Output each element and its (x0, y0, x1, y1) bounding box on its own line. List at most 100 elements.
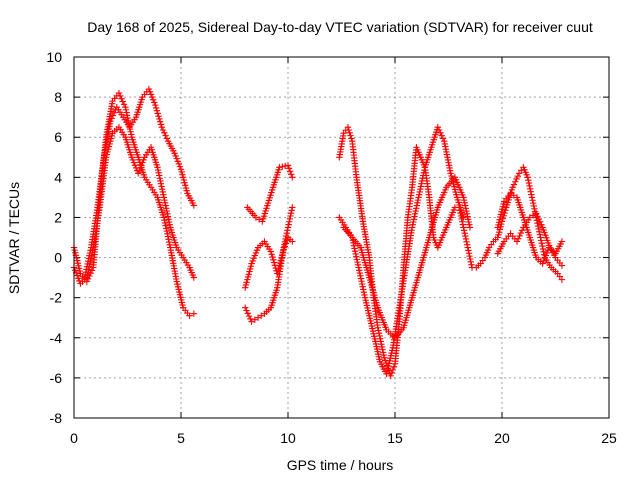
data-point (524, 174, 531, 181)
data-point (285, 221, 292, 228)
data-point (281, 238, 289, 245)
data-point (127, 128, 134, 135)
data-point (284, 162, 292, 169)
data-point (466, 221, 473, 228)
data-point (289, 174, 296, 181)
data-point (353, 253, 360, 260)
x-tick-label: 0 (70, 430, 78, 446)
data-point (158, 185, 166, 193)
data-point (377, 335, 384, 342)
data-point (465, 218, 472, 226)
data-point (500, 212, 507, 220)
data-point (159, 188, 166, 196)
data-point (418, 180, 425, 187)
data-point (157, 180, 165, 187)
data-point (162, 132, 169, 139)
data-point (85, 255, 92, 262)
data-point (465, 250, 473, 257)
data-point (466, 252, 473, 260)
data-point (462, 235, 470, 243)
y-tick-label: -6 (50, 370, 63, 386)
x-tick-label: 25 (601, 430, 617, 446)
data-point (345, 126, 352, 134)
data-point (535, 225, 542, 233)
data-point (120, 101, 128, 108)
data-point (348, 135, 355, 142)
data-point (166, 221, 173, 228)
data-point (529, 212, 537, 219)
data-point (462, 232, 469, 240)
data-point (289, 238, 296, 245)
data-point (468, 261, 475, 268)
y-tick-label: 8 (54, 89, 62, 105)
data-point (190, 310, 198, 317)
data-point (163, 225, 170, 232)
data-point (154, 164, 161, 171)
data-point (349, 237, 356, 244)
data-point (354, 261, 362, 269)
series-track-k (494, 190, 566, 267)
data-point (502, 207, 509, 214)
data-point (87, 269, 94, 277)
data-point (84, 275, 92, 283)
data-point (415, 191, 423, 198)
data-point (281, 241, 288, 248)
data-point (154, 166, 162, 174)
data-point (164, 230, 171, 238)
data-point (359, 283, 366, 290)
data-point (351, 245, 358, 252)
data-point (351, 247, 359, 255)
data-point (416, 188, 423, 196)
data-point (117, 92, 124, 100)
data-point (414, 199, 421, 207)
y-tick-label: 6 (54, 129, 62, 145)
data-point (463, 210, 471, 217)
data-point (247, 315, 254, 323)
data-point (536, 218, 544, 226)
data-point (157, 177, 164, 185)
data-point (162, 222, 169, 229)
data-point (380, 351, 387, 359)
data-point (83, 263, 91, 270)
data-point (528, 194, 536, 201)
data-point (379, 346, 386, 353)
series-track-c (81, 85, 198, 281)
data-point (417, 183, 425, 190)
data-point (155, 169, 162, 176)
data-point (558, 276, 566, 283)
y-tick-label: 10 (46, 49, 62, 65)
data-point (531, 205, 538, 213)
data-point (88, 267, 96, 274)
axis-tick-labels: 0 5 10 15 20 25 -8 -6 -4 -2 0 2 4 6 8 10 (46, 49, 617, 446)
data-point (123, 112, 131, 119)
data-point (461, 199, 468, 207)
data-point (286, 168, 294, 175)
data-point (127, 131, 135, 138)
y-tick-label: -2 (50, 290, 63, 306)
data-point (507, 190, 514, 197)
data-point (164, 213, 172, 220)
data-point (467, 255, 474, 263)
data-point (419, 175, 426, 182)
data-point (408, 224, 416, 231)
data-point (163, 135, 171, 142)
data-point (463, 241, 471, 248)
data-point (353, 256, 361, 263)
data-point (152, 101, 159, 109)
data-points (70, 85, 566, 380)
data-point (165, 238, 173, 246)
data-point (439, 135, 447, 142)
data-point (161, 199, 169, 207)
data-point (154, 110, 161, 117)
data-point (352, 250, 359, 258)
data-point (165, 216, 172, 223)
data-point (536, 228, 543, 235)
data-point (258, 312, 265, 319)
data-point (85, 258, 92, 265)
data-point (464, 213, 471, 220)
data-point (164, 210, 171, 217)
data-point (409, 221, 416, 228)
data-point (462, 205, 470, 212)
data-point (389, 366, 397, 374)
data-point (268, 251, 275, 258)
